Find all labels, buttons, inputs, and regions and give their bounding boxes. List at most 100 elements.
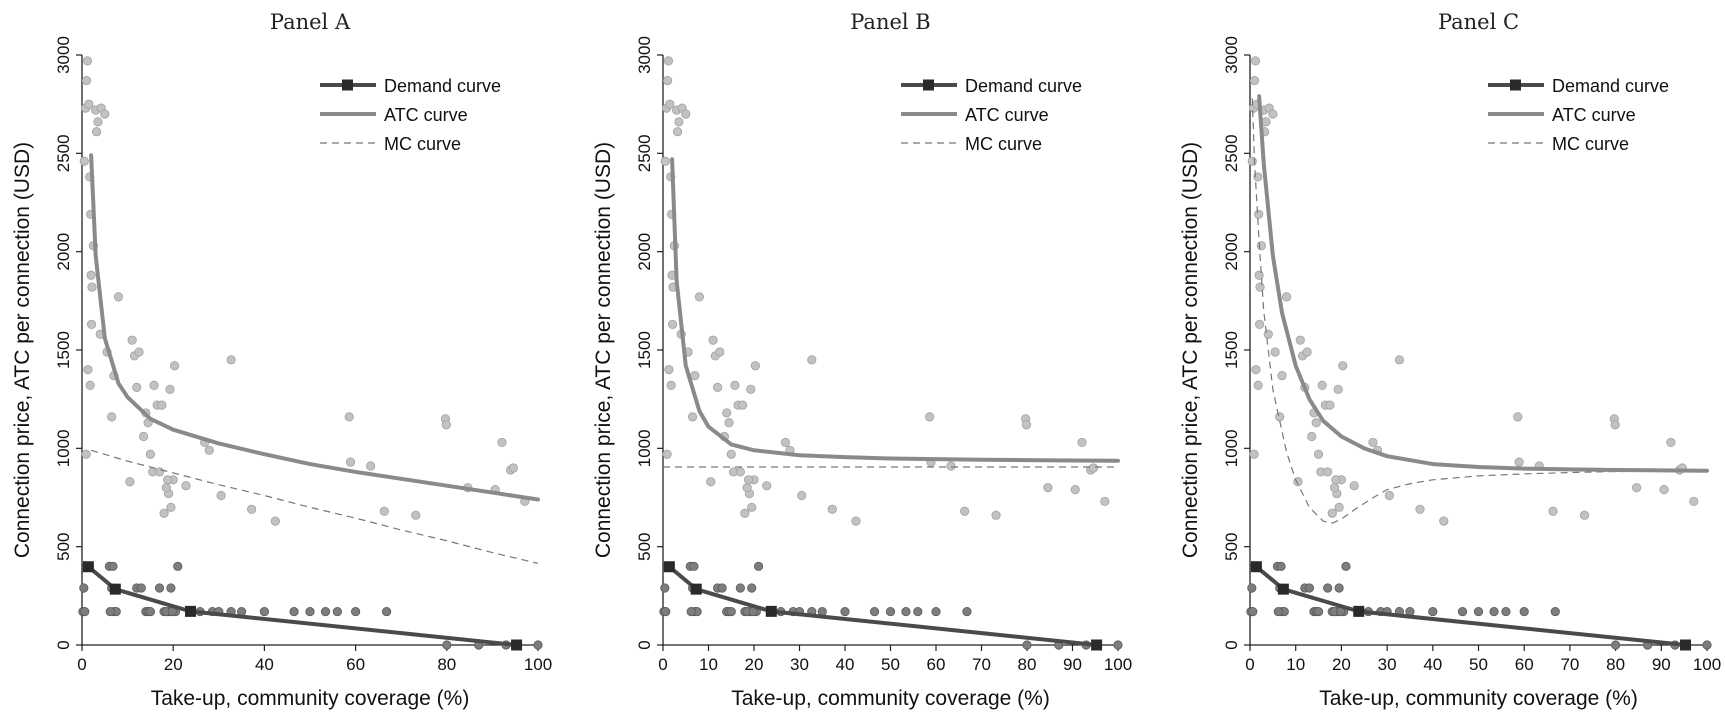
y-tick-label: 500: [54, 532, 73, 560]
atc-observation-point: [1268, 109, 1278, 119]
atc-observation-point: [157, 400, 167, 410]
demand-curve-marker: [1250, 561, 1262, 573]
legend: Demand curve ATC curve MC curve: [1488, 76, 1669, 154]
demand-observation-point: [442, 640, 452, 650]
atc-observation-point: [125, 477, 135, 487]
atc-observation-point: [169, 361, 180, 371]
atc-observation-point: [1323, 467, 1333, 477]
atc-observation-point: [154, 467, 165, 477]
demand-curve-marker: [1680, 639, 1692, 651]
atc-observation-point: [687, 412, 698, 422]
atc-observation-point: [1249, 449, 1259, 459]
y-tick-label: 2500: [635, 134, 654, 172]
demand-observation-point: [1113, 640, 1123, 650]
y-tick-label: 3000: [54, 36, 73, 74]
y-tick-label: 2500: [54, 134, 73, 172]
atc-observation-point: [1632, 483, 1642, 493]
atc-observation-point: [1689, 496, 1699, 507]
atc-observation-point: [81, 449, 91, 459]
mc-curve-line: [1251, 98, 1708, 524]
atc-observation-point: [497, 437, 507, 448]
demand-observation-point: [913, 606, 923, 617]
atc-observation-point: [1302, 347, 1312, 357]
atc-observation-point: [127, 335, 137, 345]
y-tick-label: 1500: [54, 331, 73, 369]
atc-observation-point: [79, 156, 89, 166]
atc-observation-point: [746, 384, 756, 394]
atc-observation-point: [1088, 463, 1099, 473]
atc-observation-point: [1281, 292, 1292, 302]
demand-observation-point: [105, 606, 115, 617]
y-tick-label: 1000: [54, 429, 73, 467]
y-axis-label: Connection price, ATC per connection (US…: [592, 142, 615, 558]
demand-observation-point: [869, 606, 880, 617]
atc-observation-point: [86, 319, 97, 330]
atc-observation-point: [807, 355, 817, 365]
demand-observation-point: [1550, 606, 1560, 617]
demand-observation-point: [259, 606, 269, 617]
x-tick-label: 0: [1245, 655, 1254, 674]
atc-observation-point: [113, 292, 124, 302]
x-tick-label: 100: [524, 655, 552, 674]
y-axis-label: Connection price, ATC per connection (US…: [11, 142, 34, 558]
demand-observation-point: [661, 606, 671, 617]
atc-observation-point: [1263, 329, 1273, 339]
x-tick-label: 100: [1104, 655, 1132, 674]
demand-observation-point: [332, 606, 342, 617]
atc-curve-line: [670, 157, 1120, 463]
atc-observation-point: [226, 355, 236, 365]
y-tick-label: 0: [54, 640, 73, 649]
atc-observation-point: [132, 382, 142, 392]
atc-observation-point: [1254, 209, 1264, 219]
atc-observation-point: [1415, 504, 1425, 514]
demand-observation-point: [1247, 583, 1257, 593]
demand-observation-point: [885, 606, 896, 617]
atc-observation-point: [181, 481, 191, 491]
atc-observation-point: [216, 490, 226, 501]
legend-demand-marker: [342, 79, 353, 91]
panel-c: Panel C 0 500 1000 1500 2000 2500 3000 0 10 20 30 40…: [1179, 10, 1721, 710]
mc-curve-line: [90, 449, 539, 564]
demand-observation-point: [753, 561, 764, 571]
atc-observation-point: [1548, 506, 1558, 516]
atc-observation-point: [738, 400, 748, 410]
demand-observation-point: [1611, 640, 1621, 650]
atc-observation-point: [441, 420, 451, 430]
atc-observation-point: [1329, 483, 1340, 493]
atc-observation-point: [83, 365, 93, 375]
y-tick-label: 0: [635, 640, 654, 649]
atc-observation-point: [166, 502, 176, 512]
atc-observation-point: [85, 380, 95, 390]
demand-curve-marker: [1277, 583, 1289, 595]
demand-curve-line: [668, 565, 1097, 647]
demand-observation-point: [1519, 606, 1529, 617]
atc-observation-point: [1307, 431, 1317, 442]
atc-observation-point: [1254, 270, 1264, 280]
demand-observation-point: [1276, 561, 1286, 571]
atc-observation-point: [1325, 400, 1335, 410]
atc-observation-point: [1077, 437, 1087, 448]
legend: Demand curve ATC curve MC curve: [320, 76, 501, 154]
x-tick-label: 90: [1063, 655, 1082, 674]
demand-observation-point: [1473, 606, 1484, 617]
x-axis-label: Take-up, community coverage (%): [731, 687, 1050, 710]
atc-observation-point: [1251, 365, 1261, 375]
demand-observation-point: [962, 606, 972, 617]
demand-observation-point: [533, 640, 543, 650]
demand-observation-point: [726, 606, 736, 617]
atc-observation-point: [1295, 335, 1305, 345]
legend-label-mc: MC curve: [384, 134, 461, 154]
atc-observation-point: [107, 412, 117, 422]
x-tick-label: 60: [346, 655, 365, 674]
demand-observation-point: [1304, 583, 1315, 593]
atc-observation-point: [1021, 420, 1032, 430]
atc-observation-point: [100, 109, 110, 119]
demand-curve-line: [87, 565, 517, 647]
legend-label-atc: ATC curve: [965, 105, 1049, 125]
x-tick-label: 60: [927, 655, 946, 674]
atc-observation-point: [1514, 457, 1524, 467]
demand-observation-point: [350, 606, 361, 617]
atc-observation-point: [690, 370, 700, 381]
demand-observation-point: [735, 583, 745, 593]
atc-observation-point: [780, 437, 790, 448]
